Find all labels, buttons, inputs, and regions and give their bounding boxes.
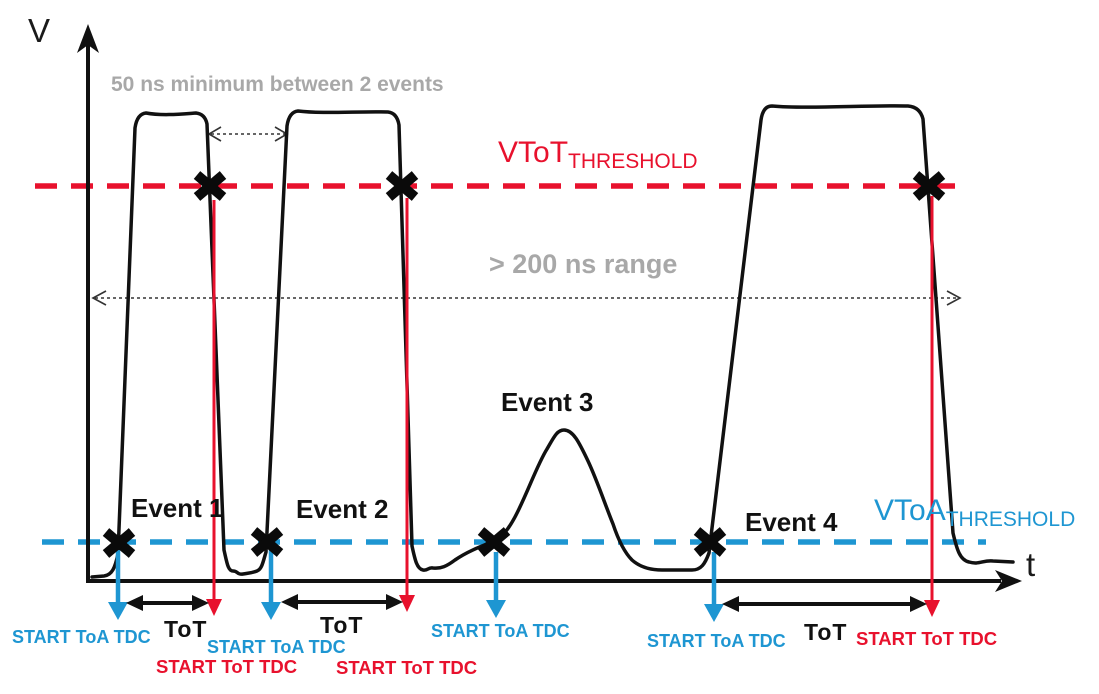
event-2-label: Event 2: [296, 494, 389, 524]
range-arrow-icon: [91, 290, 962, 306]
start-toa-arrow-event1: [108, 550, 128, 620]
t-axis-arrowhead-icon: [995, 570, 1022, 592]
start-toa-arrow-event3: [486, 552, 506, 618]
start-tot-tdc-label-1: START ToT TDC: [156, 656, 298, 677]
crossing-markers: [102, 171, 946, 558]
start-toa-arrow-event2: [261, 550, 281, 620]
start-tot-arrow-event2: [399, 198, 415, 612]
tot-cross-marker-event2: [385, 171, 419, 201]
tot-label-3: ToT: [804, 619, 848, 645]
start-toa-tdc-label-2: START ToA TDC: [207, 637, 346, 657]
event-4-label: Event 4: [745, 507, 838, 537]
signal-waveform: [90, 104, 1015, 579]
vtoa-threshold-name: VToA: [874, 494, 946, 527]
min-spacing-note: 50 ns minimum between 2 events: [111, 73, 444, 96]
start-toa-arrow-event4: [704, 552, 724, 622]
toa-cross-marker-event3: [477, 527, 511, 557]
tot-cross-marker-event4: [912, 171, 946, 201]
toa-cross-marker-event2: [250, 527, 284, 557]
start-tot-tdc-label-2: START ToT TDC: [336, 657, 478, 678]
tot-span-arrow-event2: [281, 594, 403, 610]
tot-label-1: ToT: [164, 616, 208, 642]
event-3-label: Event 3: [501, 387, 594, 417]
start-tot-tdc-label-3: START ToT TDC: [856, 628, 998, 649]
start-toa-tdc-label-1: START ToA TDC: [12, 627, 151, 647]
start-tot-arrow-event1: [206, 200, 222, 616]
toa-cross-marker-event4: [693, 527, 727, 557]
range-note: > 200 ns range: [489, 249, 678, 279]
tot-span-arrow-event1: [126, 595, 209, 611]
tot-cross-marker-event1: [193, 171, 227, 201]
vtot-threshold-subscript: THRESHOLD: [568, 149, 698, 173]
v-axis-label: V: [28, 12, 51, 49]
v-axis-arrowhead-icon: [77, 24, 99, 53]
vtot-threshold-label: VToTTHRESHOLD: [498, 138, 698, 172]
event-1-label: Event 1: [131, 493, 224, 523]
start-toa-tdc-label-4: START ToA TDC: [647, 631, 786, 651]
vtoa-threshold-label: VToATHRESHOLD: [874, 496, 1075, 530]
start-tot-arrow-event4: [924, 196, 940, 617]
t-axis-label: t: [1026, 546, 1036, 583]
toa-cross-marker-event1: [102, 528, 136, 558]
start-toa-tdc-label-3: START ToA TDC: [431, 621, 570, 641]
vtot-threshold-name: VToT: [498, 136, 569, 169]
tot-span-arrow-event4: [722, 596, 927, 612]
vtoa-threshold-subscript: THRESHOLD: [945, 507, 1076, 531]
min-spacing-arrow-icon: [207, 126, 289, 142]
tot-label-2: ToT: [320, 612, 364, 638]
